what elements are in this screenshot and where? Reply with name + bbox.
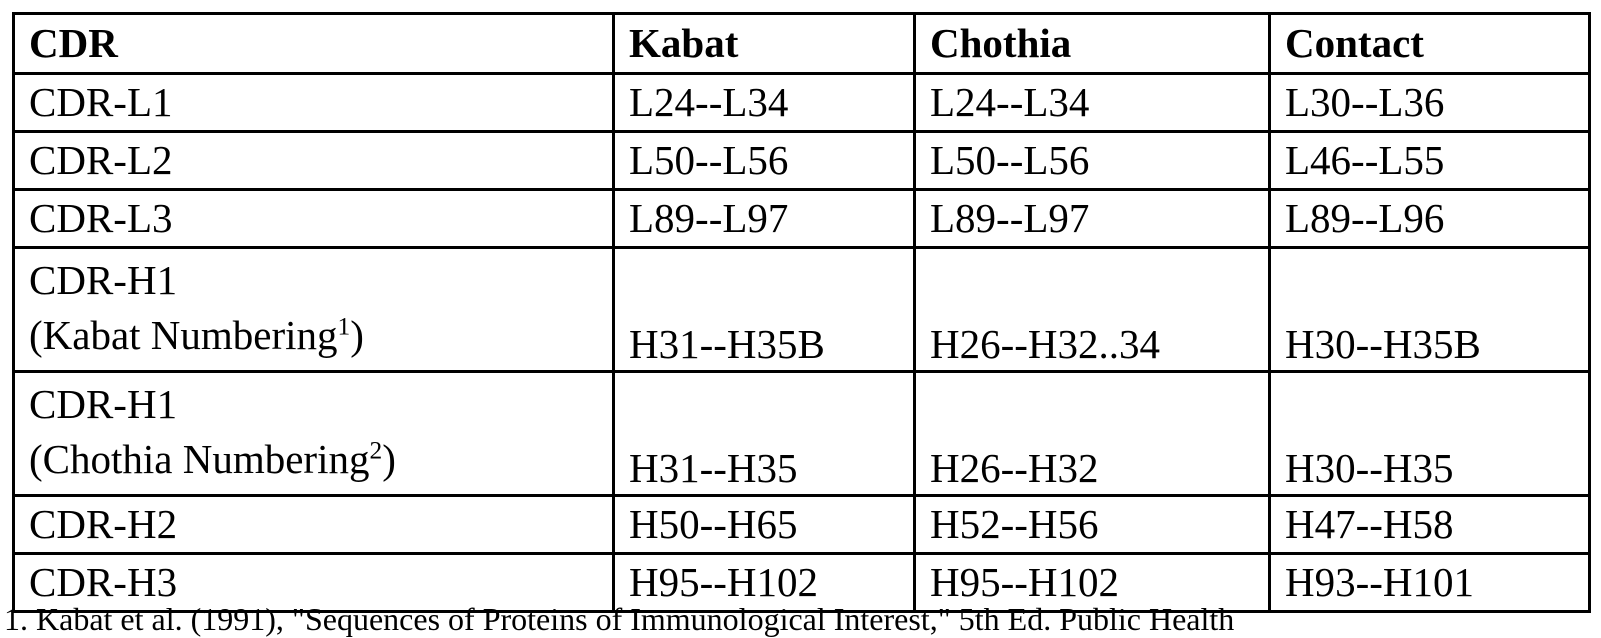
table-row: CDR-H2 H50--H65 H52--H56 H47--H58 [14,496,1590,554]
cell-cdr-name: CDR-H1 (Chothia Numbering2) [14,372,614,496]
cdr-definitions-table: CDR Kabat Chothia Contact CDR-L1 L24--L3… [12,12,1591,613]
table-row: CDR-L3 L89--L97 L89--L97 L89--L96 [14,190,1590,248]
column-header-contact: Contact [1270,14,1590,74]
cell-kabat-range: H31--H35 [614,372,915,496]
footnote-marker: 2 [369,437,382,465]
cell-cdr-name: CDR-L1 [14,74,614,132]
cell-chothia-range: H52--H56 [915,496,1270,554]
cell-kabat-range: L24--L34 [614,74,915,132]
cell-cdr-name: CDR-L3 [14,190,614,248]
cell-cdr-name: CDR-H1 (Kabat Numbering1) [14,248,614,372]
cell-cdr-name: CDR-L2 [14,132,614,190]
cdr-name-line1: CDR-H1 [29,377,612,432]
cdr-name-line2: (Kabat Numbering1) [29,308,612,363]
footnote-citation: 1. Kabat et al. (1991), "Sequences of Pr… [4,601,1601,638]
cdr-name-line1: CDR-H1 [29,253,612,308]
numbering-scheme-close: ) [350,312,364,358]
table-header-row: CDR Kabat Chothia Contact [14,14,1590,74]
cell-chothia-range: H26--H32 [915,372,1270,496]
cell-kabat-range: H50--H65 [614,496,915,554]
cell-contact-range: H30--H35 [1270,372,1590,496]
numbering-scheme-text: (Kabat Numbering [29,312,338,358]
cell-contact-range: L89--L96 [1270,190,1590,248]
table-row: CDR-L2 L50--L56 L50--L56 L46--L55 [14,132,1590,190]
numbering-scheme-close: ) [382,436,396,482]
cell-cdr-name: CDR-H2 [14,496,614,554]
cell-kabat-range: L89--L97 [614,190,915,248]
table-row: CDR-H1 (Kabat Numbering1) H31--H35B H26-… [14,248,1590,372]
cell-contact-range: H30--H35B [1270,248,1590,372]
document-page: CDR Kabat Chothia Contact CDR-L1 L24--L3… [0,0,1601,616]
column-header-cdr: CDR [14,14,614,74]
column-header-kabat: Kabat [614,14,915,74]
cell-chothia-range: L24--L34 [915,74,1270,132]
cell-contact-range: L46--L55 [1270,132,1590,190]
cell-kabat-range: H31--H35B [614,248,915,372]
table-row: CDR-H1 (Chothia Numbering2) H31--H35 H26… [14,372,1590,496]
cell-chothia-range: L89--L97 [915,190,1270,248]
cdr-name-line2: (Chothia Numbering2) [29,432,612,487]
cell-kabat-range: L50--L56 [614,132,915,190]
footnote-marker: 1 [338,313,351,341]
table-row: CDR-L1 L24--L34 L24--L34 L30--L36 [14,74,1590,132]
cell-chothia-range: H26--H32..34 [915,248,1270,372]
numbering-scheme-text: (Chothia Numbering [29,436,369,482]
cell-contact-range: L30--L36 [1270,74,1590,132]
cell-chothia-range: L50--L56 [915,132,1270,190]
cell-contact-range: H47--H58 [1270,496,1590,554]
column-header-chothia: Chothia [915,14,1270,74]
